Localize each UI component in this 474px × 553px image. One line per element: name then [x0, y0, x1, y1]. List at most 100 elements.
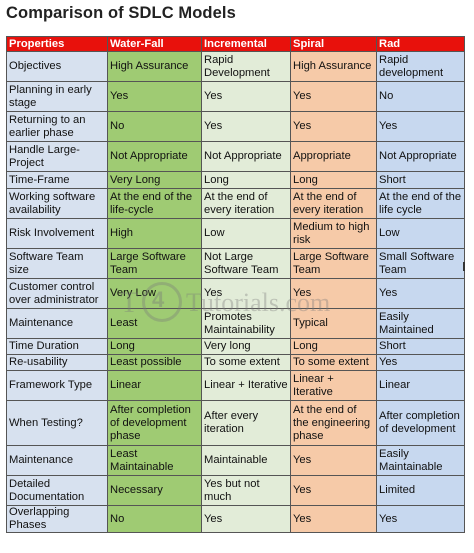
table-cell: At the end of the engineering phase — [290, 400, 377, 446]
table-row: Overlapping Phases No Yes Yes Yes — [6, 505, 465, 533]
table-row: Maintenance Least Promotes Maintainability… — [6, 308, 465, 339]
table-cell: Maintainable — [201, 445, 291, 476]
table-cell: Low — [376, 218, 465, 249]
table-cell: Yes — [376, 111, 465, 142]
table-cell: Very Low — [107, 278, 202, 309]
table-row: Time-Frame Very Long Long Long Short — [6, 171, 465, 189]
table-cell: Yes — [376, 505, 465, 533]
table-cell: Yes — [290, 278, 377, 309]
table-row: Time Duration Long Very long Long Short — [6, 338, 465, 355]
table-cell: Not Appropriate — [376, 141, 465, 172]
table-cell: Large Software Team — [290, 248, 377, 279]
table-cell: Yes — [290, 505, 377, 533]
table-cell: To some extent — [201, 354, 291, 371]
table-cell: Long — [201, 171, 291, 189]
row-label: Software Team size — [6, 248, 108, 279]
table-cell: Yes — [290, 445, 377, 476]
row-label: When Testing? — [6, 400, 108, 446]
table-cell: Long — [290, 338, 377, 355]
table-cell: Very Long — [107, 171, 202, 189]
table-cell: Not Large Software Team — [201, 248, 291, 279]
table-cell: Yes — [290, 475, 377, 506]
row-label: Time Duration — [6, 338, 108, 355]
header-incremental: Incremental — [201, 36, 291, 52]
table-cell: Linear + Iterative — [290, 370, 377, 401]
table-cell: Yes but not much — [201, 475, 291, 506]
row-label: Maintenance — [6, 445, 108, 476]
table-cell: Long — [290, 171, 377, 189]
table-cell: Easily Maintainable — [376, 445, 465, 476]
table-cell: Least possible — [107, 354, 202, 371]
table-cell: Small Software Team — [376, 248, 465, 279]
table-cell: Yes — [376, 354, 465, 371]
table-cell: Promotes Maintainability — [201, 308, 291, 339]
row-label: Returning to an earlier phase — [6, 111, 108, 142]
header-spiral: Spiral — [290, 36, 377, 52]
page-title: Comparison of SDLC Models — [6, 4, 236, 22]
table-cell: At the end of the life-cycle — [107, 188, 202, 219]
row-label: Working software availability — [6, 188, 108, 219]
row-label: Maintenance — [6, 308, 108, 339]
table-row: Planning in early stage Yes Yes Yes No — [6, 81, 465, 112]
row-label: Overlapping Phases — [6, 505, 108, 533]
row-label: Time-Frame — [6, 171, 108, 189]
table-row: Software Team size Large Software Team Not… — [6, 248, 465, 279]
header-rad: Rad — [376, 36, 465, 52]
table-cell: Least — [107, 308, 202, 339]
table-row: Customer control over administrator Very … — [6, 278, 465, 309]
table-row: Framework Type Linear Linear + Iterative Li… — [6, 370, 465, 401]
table-cell: Medium to high risk — [290, 218, 377, 249]
row-label: Handle Large-Project — [6, 141, 108, 172]
table-cell: Not Appropriate — [201, 141, 291, 172]
row-label: Objectives — [6, 51, 108, 82]
table-cell: Rapid Development — [201, 51, 291, 82]
table-cell: Yes — [290, 81, 377, 112]
table-row: When Testing? After completion of develop… — [6, 400, 465, 446]
table-row: Detailed Documentation Necessary Yes but n… — [6, 475, 465, 506]
header-waterfall: Water-Fall — [107, 36, 202, 52]
table-cell: High Assurance — [290, 51, 377, 82]
table-row: Returning to an earlier phase No Yes Yes Yes — [6, 111, 465, 142]
table-cell: After completion of development — [376, 400, 465, 446]
table-cell: Long — [107, 338, 202, 355]
comparison-table: Properties Water-Fall Incremental Spiral… — [6, 36, 465, 533]
table-cell: Linear — [376, 370, 465, 401]
table-cell: At the end of every iteration — [290, 188, 377, 219]
table-cell: To some extent — [290, 354, 377, 371]
table-cell: Yes — [201, 505, 291, 533]
table-cell: Large Software Team — [107, 248, 202, 279]
table-cell: High Assurance — [107, 51, 202, 82]
table-row: Handle Large-Project Not Appropriate Not A… — [6, 141, 465, 172]
table-cell: Short — [376, 338, 465, 355]
table-cell: Yes — [290, 111, 377, 142]
table-cell: No — [107, 111, 202, 142]
table-cell: Appropriate — [290, 141, 377, 172]
table-header-row: Properties Water-Fall Incremental Spiral… — [6, 36, 465, 52]
text-cursor-mark — [463, 262, 465, 271]
table-row: Objectives High Assurance Rapid Developmen… — [6, 51, 465, 82]
table-cell: Yes — [201, 81, 291, 112]
row-label: Framework Type — [6, 370, 108, 401]
table-cell: At the end of every iteration — [201, 188, 291, 219]
row-label: Risk Involvement — [6, 218, 108, 249]
table-cell: Rapid development — [376, 51, 465, 82]
table-cell: Necessary — [107, 475, 202, 506]
table-cell: Limited — [376, 475, 465, 506]
row-label: Planning in early stage — [6, 81, 108, 112]
table-cell: Very long — [201, 338, 291, 355]
table-cell: Short — [376, 171, 465, 189]
table-cell: After completion of development phase — [107, 400, 202, 446]
table-cell: Easily Maintained — [376, 308, 465, 339]
table-cell: Linear + Iterative — [201, 370, 291, 401]
table-cell: Low — [201, 218, 291, 249]
table-cell: High — [107, 218, 202, 249]
table-row: Maintenance Least Maintainable Maintainabl… — [6, 445, 465, 476]
table-cell: Yes — [376, 278, 465, 309]
table-row: Risk Involvement High Low Medium to high ri… — [6, 218, 465, 249]
table-cell: Linear — [107, 370, 202, 401]
row-label: Detailed Documentation — [6, 475, 108, 506]
row-label: Re-usability — [6, 354, 108, 371]
table-cell: Least Maintainable — [107, 445, 202, 476]
table-cell: Yes — [107, 81, 202, 112]
row-label: Customer control over administrator — [6, 278, 108, 309]
